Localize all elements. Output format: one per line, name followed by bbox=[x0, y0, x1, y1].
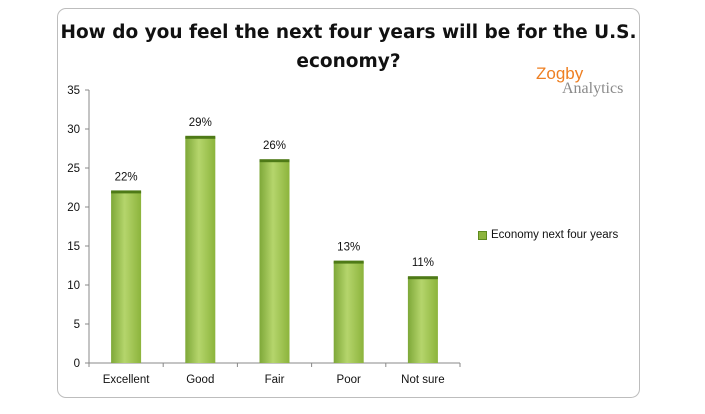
x-tick-label: Not sure bbox=[401, 374, 444, 386]
y-tick-label: 15 bbox=[67, 241, 80, 253]
bar-data-label: 22% bbox=[115, 171, 138, 183]
y-tick-label: 30 bbox=[67, 124, 80, 136]
x-tick-label: Excellent bbox=[103, 374, 150, 386]
legend-label: Economy next four years bbox=[491, 229, 619, 241]
y-tick-label: 0 bbox=[74, 358, 80, 370]
bar bbox=[185, 136, 216, 363]
bar-top-cap bbox=[259, 159, 290, 163]
bar-top-cap bbox=[333, 260, 364, 264]
logo-analytics-text: Analytics bbox=[562, 80, 624, 97]
bar-data-label: 11% bbox=[412, 257, 434, 269]
y-tick-label: 10 bbox=[67, 280, 80, 292]
bar-data-label: 29% bbox=[189, 117, 212, 129]
y-tick-label: 5 bbox=[74, 319, 80, 331]
bar bbox=[333, 261, 364, 363]
bar-data-label: 13% bbox=[337, 242, 360, 254]
x-tick-label: Poor bbox=[337, 374, 361, 386]
chart-legend: Economy next four years bbox=[478, 229, 618, 241]
logo-zogby-text: Zogby bbox=[536, 64, 584, 83]
bar-top-cap bbox=[407, 276, 438, 280]
bar bbox=[111, 191, 142, 363]
chart-bars: 22% 29% 26% 13% 11% bbox=[111, 117, 438, 363]
x-tick-label: Good bbox=[186, 374, 214, 386]
y-tick-label: 35 bbox=[67, 85, 80, 97]
y-tick-label: 20 bbox=[67, 202, 80, 214]
bar-top-cap bbox=[185, 135, 216, 139]
legend-swatch bbox=[478, 230, 487, 240]
bar bbox=[259, 160, 290, 363]
y-tick-label: 25 bbox=[67, 163, 80, 175]
chart-title: How do you feel the next four years will… bbox=[60, 22, 637, 72]
bar bbox=[407, 277, 438, 363]
zogby-analytics-logo: Zogby Analytics bbox=[536, 64, 636, 102]
x-tick-label: Fair bbox=[265, 374, 285, 386]
bar-top-cap bbox=[111, 190, 142, 194]
bar-data-label: 26% bbox=[263, 140, 286, 152]
